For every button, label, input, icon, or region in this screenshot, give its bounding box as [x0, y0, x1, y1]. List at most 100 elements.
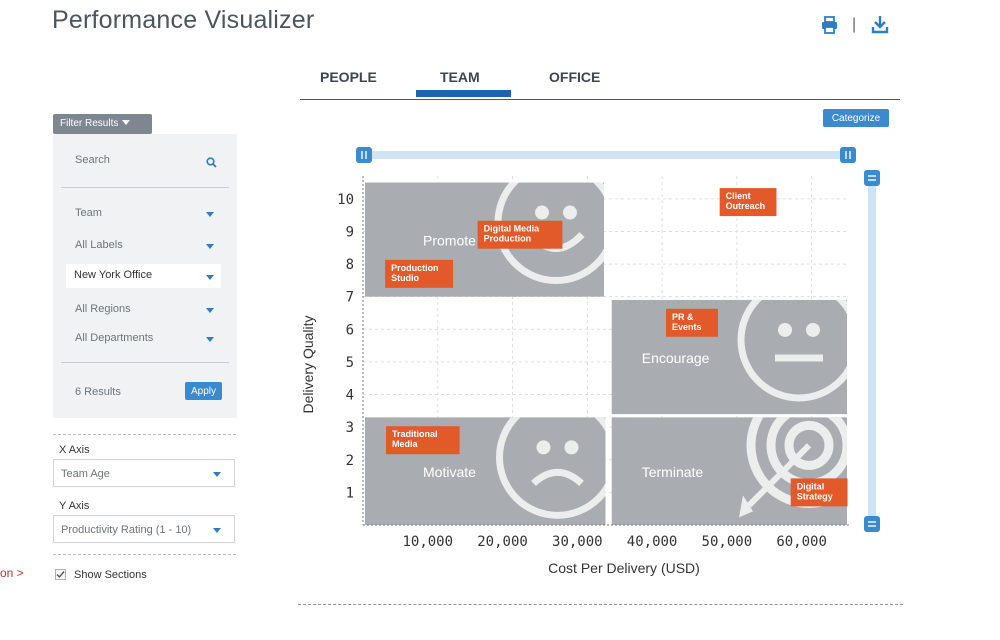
- point-label: Traditional: [392, 429, 438, 439]
- data-point[interactable]: PR &Events: [665, 308, 718, 337]
- point-label: Client: [726, 191, 751, 201]
- section-label: Promote: [423, 233, 476, 249]
- side-note: on >: [0, 566, 24, 580]
- x-axis-value: Team Age: [61, 468, 110, 480]
- office-dropdown[interactable]: New York Office: [66, 264, 221, 288]
- x-tick-label: 30,000: [552, 534, 603, 550]
- chevron-down-icon[interactable]: [206, 244, 214, 249]
- section-motivate: Motivate: [365, 417, 606, 525]
- point-tag[interactable]: [719, 188, 777, 217]
- top-actions: |: [820, 14, 892, 38]
- point-label: Media: [392, 439, 419, 449]
- section-label: Motivate: [423, 464, 476, 480]
- divider: [61, 362, 229, 363]
- point-label: Strategy: [797, 491, 833, 501]
- point-label: Digital Media: [484, 224, 541, 234]
- x-slider-handle[interactable]: [356, 147, 372, 163]
- x-range-slider[interactable]: [364, 151, 848, 159]
- team-dropdown[interactable]: Team: [75, 207, 102, 219]
- divider: [298, 604, 903, 605]
- point-tag[interactable]: [386, 426, 460, 455]
- y-tick-label: 6: [346, 322, 354, 338]
- chevron-down-icon[interactable]: [213, 472, 221, 477]
- neutral-face-icon: [737, 299, 847, 402]
- results-count: 6 Results: [75, 386, 121, 398]
- point-tag[interactable]: [477, 220, 563, 249]
- x-tick-label: 40,000: [627, 534, 678, 550]
- chevron-down-icon[interactable]: [206, 275, 214, 280]
- divider: [61, 187, 229, 188]
- y-range-slider[interactable]: [868, 178, 876, 524]
- x-axis-select[interactable]: Team Age: [53, 459, 235, 487]
- y-tick-label: 5: [346, 355, 354, 371]
- labels-dropdown[interactable]: All Labels: [75, 239, 123, 251]
- tab-team[interactable]: TEAM: [440, 69, 480, 85]
- caret-down-icon: [122, 120, 131, 125]
- toolbar-separator: |: [852, 16, 857, 33]
- printer-icon[interactable]: [820, 14, 840, 36]
- chevron-down-icon[interactable]: [213, 528, 221, 533]
- x-tick-label: 10,000: [402, 534, 453, 550]
- x-tick-label: 50,000: [702, 534, 753, 550]
- tab-people[interactable]: PEOPLE: [320, 69, 377, 85]
- y-tick-label: 1: [346, 485, 354, 501]
- chevron-down-icon[interactable]: [206, 308, 214, 313]
- point-label: PR &: [672, 312, 694, 322]
- point-tag[interactable]: [385, 259, 454, 288]
- filter-results-label: Filter Results: [60, 118, 119, 129]
- page-title: Performance Visualizer: [52, 6, 315, 34]
- checkbox[interactable]: [55, 569, 66, 580]
- point-label: Production: [391, 263, 439, 273]
- y-axis-label: Y Axis: [59, 500, 90, 512]
- y-tick-label: 2: [346, 453, 354, 469]
- x-axis-label: X Axis: [59, 444, 90, 456]
- section-label: Encourage: [642, 350, 710, 366]
- office-dropdown-value: New York Office: [74, 269, 153, 281]
- search-input[interactable]: Search: [75, 154, 110, 166]
- point-label: Digital: [797, 481, 825, 491]
- y-tick-label: 9: [346, 224, 354, 240]
- chevron-down-icon[interactable]: [206, 337, 214, 342]
- active-tab-indicator: [416, 90, 511, 97]
- point-label: Events: [672, 322, 702, 332]
- section-label: Terminate: [642, 464, 704, 480]
- section-encourage: Encourage: [611, 299, 847, 415]
- show-sections-label: Show Sections: [74, 569, 147, 581]
- view-tabs: PEOPLE TEAM OFFICE: [300, 60, 900, 100]
- filter-results-button[interactable]: Filter Results: [53, 114, 152, 134]
- regions-dropdown[interactable]: All Regions: [75, 303, 131, 315]
- tab-office[interactable]: OFFICE: [549, 69, 601, 85]
- y-tick-label: 8: [346, 257, 354, 273]
- x-slider-handle[interactable]: [840, 147, 856, 163]
- sad-face-icon: [496, 417, 606, 519]
- y-tick-label: 10: [337, 192, 354, 208]
- y-slider-handle[interactable]: [864, 170, 880, 186]
- y-axis-title: Delivery Quality: [300, 315, 316, 413]
- categorize-button[interactable]: Categorize: [823, 109, 889, 127]
- point-tag[interactable]: [790, 478, 848, 507]
- apply-button[interactable]: Apply: [185, 382, 222, 400]
- y-tick-label: 4: [346, 388, 354, 404]
- departments-dropdown[interactable]: All Departments: [75, 332, 154, 344]
- divider: [53, 434, 236, 435]
- divider: [53, 554, 236, 555]
- y-slider-handle[interactable]: [864, 516, 880, 532]
- y-axis-value: Productivity Rating (1 - 10): [61, 524, 192, 536]
- y-axis-select[interactable]: Productivity Rating (1 - 10): [53, 515, 235, 543]
- point-label: Production: [484, 234, 531, 244]
- x-tick-label: 60,000: [776, 534, 827, 550]
- chevron-down-icon[interactable]: [206, 212, 214, 217]
- filter-panel: Search Team All Labels New York Office A…: [53, 134, 237, 418]
- point-label: Outreach: [726, 201, 766, 211]
- search-icon[interactable]: [206, 155, 217, 173]
- download-icon[interactable]: [870, 14, 890, 36]
- x-tick-label: 20,000: [477, 534, 528, 550]
- point-tag[interactable]: [665, 308, 718, 337]
- y-tick-label: 3: [346, 420, 354, 436]
